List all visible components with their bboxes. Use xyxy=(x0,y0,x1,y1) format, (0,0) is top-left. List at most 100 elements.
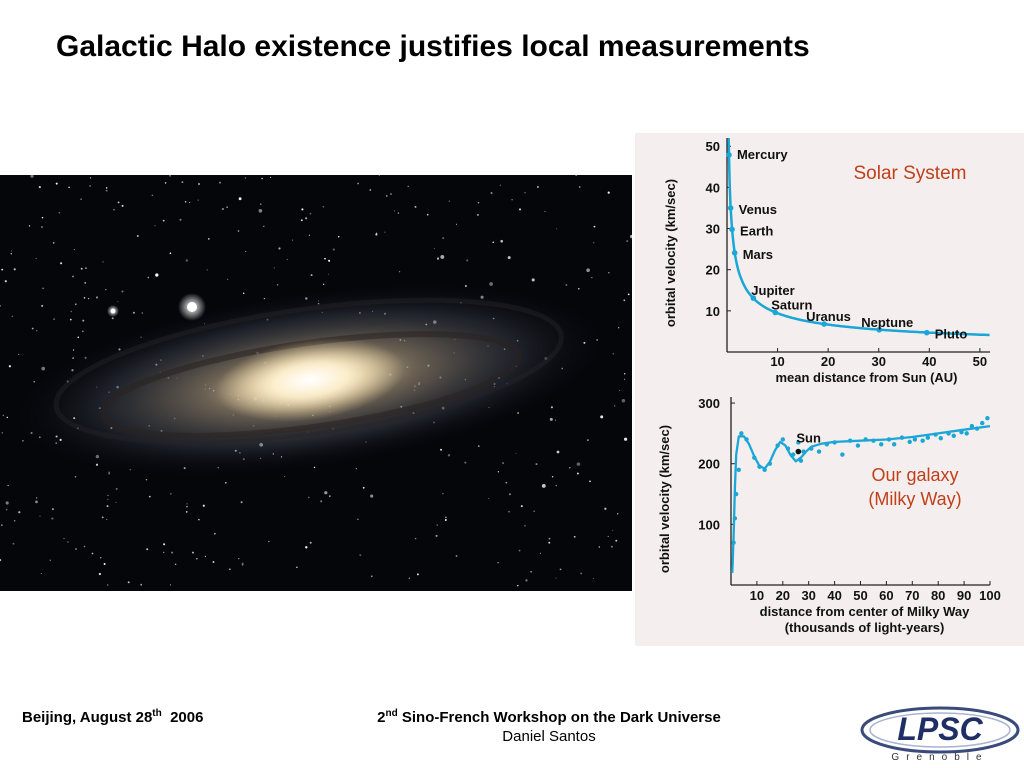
star xyxy=(384,231,386,233)
star xyxy=(154,225,156,227)
y-tick-label: 200 xyxy=(698,457,720,472)
sun-marker xyxy=(795,448,802,455)
star xyxy=(300,219,303,222)
y-tick-label: 50 xyxy=(706,139,720,154)
star xyxy=(305,546,308,549)
star xyxy=(518,208,522,211)
star xyxy=(507,256,511,260)
data-point xyxy=(790,452,796,457)
star xyxy=(615,539,618,542)
star xyxy=(370,575,373,578)
star xyxy=(531,278,535,282)
star xyxy=(444,519,447,521)
data-point xyxy=(744,437,749,442)
star xyxy=(370,494,374,498)
x-tick-label: 50 xyxy=(853,588,867,603)
data-point xyxy=(891,442,897,447)
star xyxy=(332,248,335,251)
star xyxy=(548,541,551,544)
planet-point xyxy=(772,309,779,316)
sun-label: Sun xyxy=(796,431,821,446)
planet-label: Pluto xyxy=(935,327,968,342)
star xyxy=(38,186,41,189)
star xyxy=(556,450,560,454)
star xyxy=(555,484,558,487)
x-tick-label: 70 xyxy=(905,588,919,603)
star xyxy=(169,175,172,177)
data-point xyxy=(780,437,785,442)
star xyxy=(1,432,4,434)
star xyxy=(598,546,601,548)
x-tick-label: 10 xyxy=(770,354,784,369)
star xyxy=(68,186,70,189)
star xyxy=(554,419,556,421)
star xyxy=(621,398,626,403)
star xyxy=(186,503,188,505)
planet-label: Venus xyxy=(739,202,777,217)
data-point xyxy=(731,540,736,545)
star xyxy=(337,236,340,238)
star xyxy=(324,257,326,260)
star xyxy=(414,537,417,540)
star xyxy=(192,551,194,554)
data-point xyxy=(871,438,876,443)
star xyxy=(31,327,34,330)
data-point xyxy=(785,446,791,451)
star xyxy=(101,516,104,519)
rotation-curve xyxy=(731,424,991,573)
star xyxy=(407,185,409,188)
star xyxy=(105,289,107,291)
star xyxy=(623,299,626,302)
star xyxy=(524,524,526,527)
star xyxy=(426,213,429,216)
data-point xyxy=(980,420,985,426)
y-tick-label: 300 xyxy=(698,396,720,411)
data-point xyxy=(974,426,980,431)
data-point xyxy=(796,440,801,445)
star xyxy=(151,194,154,197)
star xyxy=(39,515,41,517)
lpsc-logo: LPSC Grenoble xyxy=(860,706,1020,763)
star xyxy=(11,250,12,252)
star xyxy=(106,519,108,521)
star xyxy=(18,511,21,514)
star xyxy=(72,275,74,278)
star xyxy=(607,191,610,194)
star xyxy=(357,518,359,521)
star xyxy=(88,298,90,300)
star xyxy=(241,562,244,565)
x-tick-label: 30 xyxy=(801,588,815,603)
star xyxy=(40,572,42,575)
star xyxy=(127,581,130,584)
data-point xyxy=(879,442,884,447)
planet-point xyxy=(750,295,757,301)
data-point xyxy=(736,467,741,472)
star xyxy=(148,495,151,498)
star xyxy=(309,212,312,215)
star xyxy=(107,584,109,586)
star xyxy=(100,557,102,559)
footer-year: 2006 xyxy=(161,709,204,726)
planet-point xyxy=(821,321,827,327)
star xyxy=(244,177,247,179)
star xyxy=(245,250,247,253)
star xyxy=(12,542,15,545)
star xyxy=(502,462,505,465)
star xyxy=(41,366,46,371)
data-point xyxy=(946,431,951,436)
star xyxy=(445,516,447,518)
star xyxy=(5,501,9,505)
x-tick-label: 90 xyxy=(957,588,971,603)
star xyxy=(58,211,61,214)
star xyxy=(132,311,135,314)
star xyxy=(227,278,229,280)
x-axis-label: mean distance from Sun (AU) xyxy=(775,370,957,385)
data-point xyxy=(863,437,868,442)
star xyxy=(442,492,444,495)
star xyxy=(83,296,86,299)
star xyxy=(169,584,172,586)
star xyxy=(18,353,20,355)
star xyxy=(169,252,172,254)
x-tick-label: 100 xyxy=(979,588,1001,603)
x-tick-label: 10 xyxy=(750,588,764,603)
